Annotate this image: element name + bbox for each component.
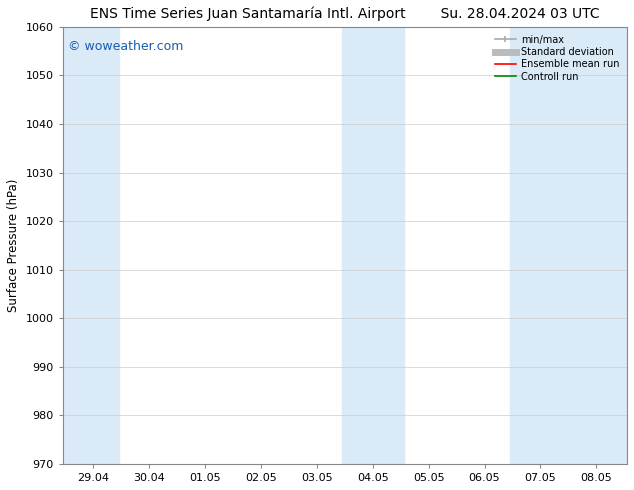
Title: ENS Time Series Juan Santamaría Intl. Airport        Su. 28.04.2024 03 UTC: ENS Time Series Juan Santamaría Intl. Ai… [90,7,600,22]
Bar [510,27,627,464]
Y-axis label: Surface Pressure (hPa): Surface Pressure (hPa) [7,179,20,312]
Bar [63,27,119,464]
Legend: min/max, Standard deviation, Ensemble mean run, Controll run: min/max, Standard deviation, Ensemble me… [491,32,622,85]
Text: © woweather.com: © woweather.com [68,40,184,53]
Bar [342,27,403,464]
